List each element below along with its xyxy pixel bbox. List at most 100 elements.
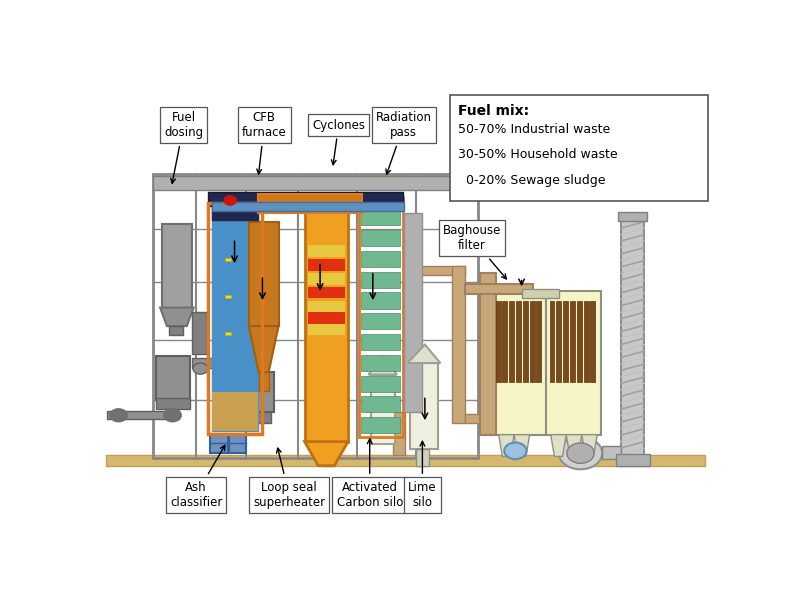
Bar: [322, 439, 334, 466]
Bar: [106, 455, 705, 466]
Bar: [416, 449, 429, 466]
Text: Cyclones: Cyclones: [312, 119, 366, 165]
Circle shape: [504, 443, 526, 459]
Text: Activated
Carbon silo: Activated Carbon silo: [337, 439, 403, 509]
Circle shape: [567, 443, 594, 463]
Bar: [522, 289, 558, 298]
Bar: [226, 295, 231, 298]
Bar: [107, 411, 178, 419]
Bar: [361, 355, 400, 371]
Bar: [410, 363, 438, 449]
Bar: [170, 326, 183, 335]
Bar: [361, 209, 400, 226]
Text: 0-20% Sewage sludge: 0-20% Sewage sludge: [458, 173, 606, 187]
Bar: [359, 197, 402, 437]
Circle shape: [110, 409, 127, 422]
Bar: [192, 312, 207, 354]
Bar: [249, 372, 274, 412]
Bar: [211, 202, 258, 220]
Polygon shape: [369, 356, 397, 374]
Circle shape: [224, 196, 237, 205]
Bar: [577, 301, 582, 382]
Bar: [308, 245, 345, 257]
Bar: [249, 222, 278, 326]
Bar: [258, 372, 269, 391]
Bar: [308, 259, 345, 271]
Bar: [556, 301, 562, 382]
Bar: [226, 332, 231, 335]
Bar: [258, 194, 362, 213]
Text: Loop seal
superheater: Loop seal superheater: [253, 448, 325, 509]
Bar: [570, 301, 575, 382]
Bar: [452, 266, 465, 423]
Bar: [465, 414, 493, 423]
Text: Fuel mix:: Fuel mix:: [458, 104, 529, 118]
Bar: [156, 356, 190, 400]
Bar: [156, 398, 190, 409]
Bar: [450, 95, 707, 202]
Text: Radiation
pass: Radiation pass: [376, 111, 432, 174]
Bar: [361, 397, 400, 412]
Bar: [480, 273, 495, 434]
Polygon shape: [249, 326, 278, 372]
Bar: [211, 206, 258, 431]
Bar: [584, 301, 589, 382]
Polygon shape: [550, 434, 566, 457]
Bar: [308, 273, 345, 284]
Bar: [229, 434, 246, 453]
Polygon shape: [407, 344, 440, 363]
Text: CFB
furnace: CFB furnace: [242, 111, 286, 174]
Text: 50-70% Industrial waste: 50-70% Industrial waste: [458, 123, 610, 136]
Bar: [192, 358, 214, 368]
Bar: [371, 374, 394, 444]
Bar: [305, 197, 348, 442]
Bar: [523, 301, 528, 382]
Bar: [308, 324, 345, 335]
Bar: [361, 292, 400, 308]
Bar: [563, 301, 568, 382]
Bar: [361, 376, 400, 392]
Polygon shape: [514, 434, 530, 457]
Text: 30-50% Household waste: 30-50% Household waste: [458, 148, 618, 161]
Bar: [393, 412, 405, 455]
Bar: [590, 301, 595, 382]
Bar: [361, 251, 400, 267]
Bar: [495, 301, 501, 382]
Bar: [308, 287, 345, 298]
Bar: [210, 434, 228, 453]
Bar: [361, 230, 400, 246]
Bar: [153, 176, 478, 190]
Bar: [516, 301, 521, 382]
Bar: [208, 192, 403, 206]
Bar: [361, 272, 400, 288]
Bar: [208, 203, 262, 434]
Bar: [361, 313, 400, 329]
Bar: [537, 301, 542, 382]
Polygon shape: [566, 434, 582, 457]
Text: Lime
silo: Lime silo: [408, 442, 437, 509]
Bar: [617, 454, 650, 466]
Bar: [226, 258, 231, 262]
Bar: [308, 301, 345, 312]
Bar: [550, 301, 554, 382]
Circle shape: [193, 363, 208, 374]
Bar: [493, 292, 601, 434]
Bar: [510, 301, 514, 382]
Circle shape: [164, 409, 182, 422]
Bar: [252, 412, 270, 423]
Bar: [465, 284, 533, 294]
Text: Baghouse
filter: Baghouse filter: [443, 224, 506, 279]
Text: Fuel
dosing: Fuel dosing: [164, 111, 203, 183]
Bar: [308, 312, 345, 324]
Bar: [211, 392, 258, 431]
Bar: [361, 334, 400, 350]
Bar: [162, 224, 192, 308]
Text: Ash
classifier: Ash classifier: [170, 445, 225, 509]
Bar: [402, 266, 465, 275]
Bar: [404, 213, 422, 412]
Polygon shape: [582, 434, 598, 457]
Bar: [618, 212, 647, 221]
Polygon shape: [305, 442, 348, 466]
Bar: [361, 417, 400, 433]
Bar: [502, 301, 507, 382]
